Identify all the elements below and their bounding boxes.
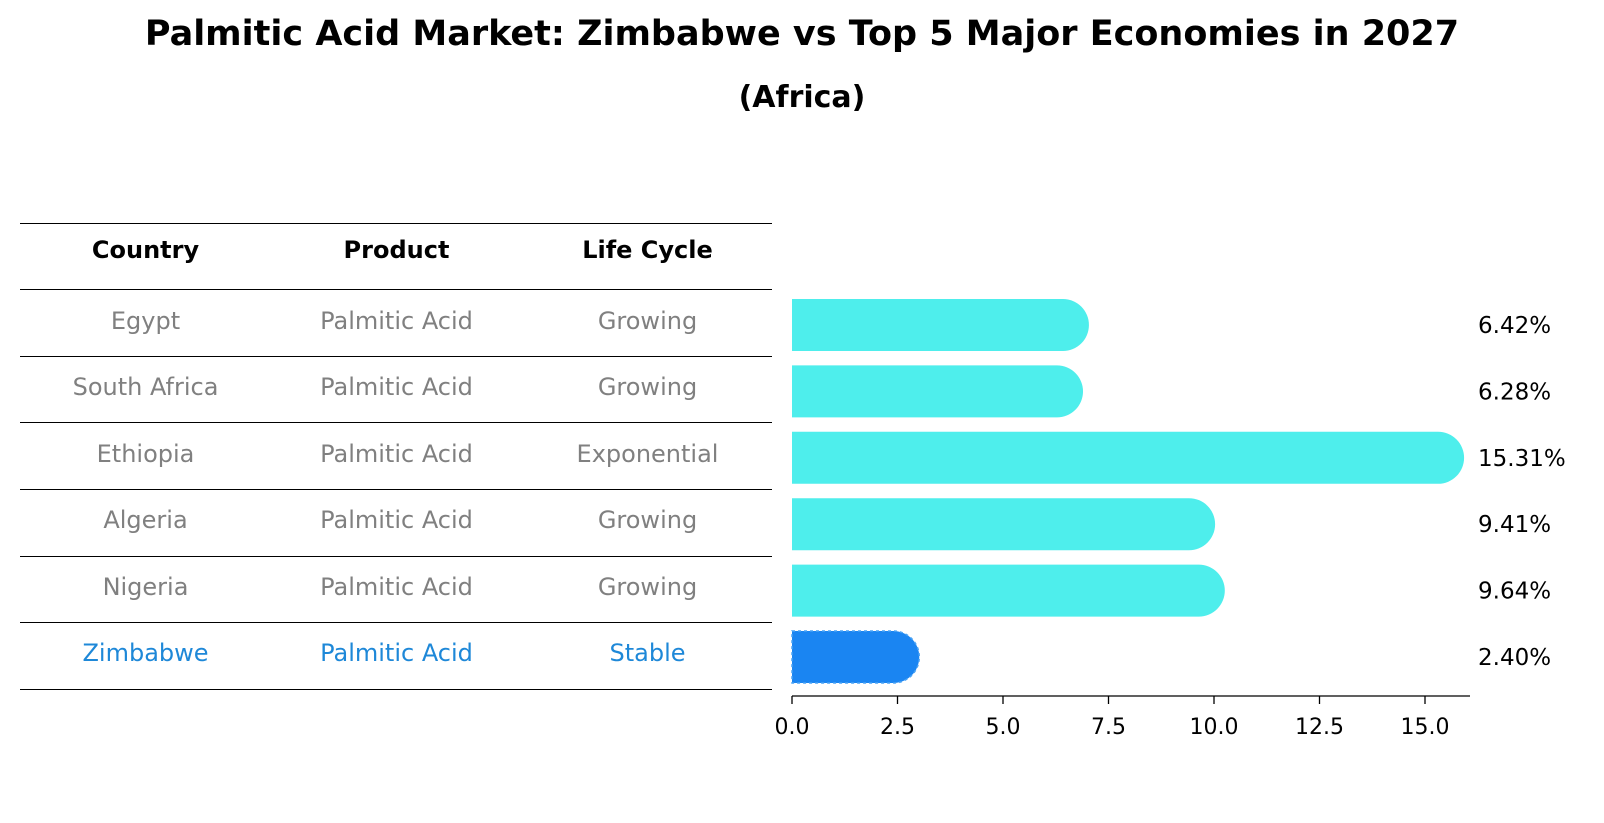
bar-ethiopia — [792, 431, 1465, 484]
row-country: Zimbabwe — [82, 639, 209, 667]
row-product: Palmitic Acid — [320, 373, 473, 401]
bar-south-africa — [792, 365, 1084, 418]
row-country: Egypt — [110, 307, 181, 335]
bar-algeria — [792, 498, 1216, 551]
value-label: 2.40% — [1478, 645, 1551, 671]
row-country: Algeria — [103, 506, 188, 534]
table-rule — [20, 622, 772, 623]
row-product: Palmitic Acid — [320, 639, 473, 667]
x-tick-label: 10.0 — [1190, 715, 1239, 740]
row-product: Palmitic Acid — [320, 506, 473, 534]
table-rule — [20, 289, 772, 290]
table-rule — [20, 223, 772, 224]
table-rule — [20, 556, 772, 557]
row-life-cycle: Stable — [609, 639, 686, 667]
row-country: Ethiopia — [96, 440, 195, 468]
header-country: Country — [91, 236, 200, 264]
row-product: Palmitic Acid — [320, 307, 473, 335]
bar-egypt — [792, 299, 1089, 351]
table-rule — [20, 689, 772, 690]
header-life-cycle: Life Cycle — [582, 236, 713, 264]
row-life-cycle: Growing — [597, 506, 698, 534]
chart-subtitle: (Africa) — [738, 80, 866, 115]
x-tick-label: 15.0 — [1401, 715, 1450, 740]
row-product: Palmitic Acid — [320, 440, 473, 468]
x-tick-label: 2.5 — [880, 715, 915, 740]
bar-nigeria — [792, 564, 1225, 617]
table-rule — [20, 422, 772, 423]
value-label: 6.28% — [1478, 379, 1551, 405]
x-tick-label: 0.0 — [775, 715, 810, 740]
value-label: 9.41% — [1478, 512, 1551, 538]
row-life-cycle: Exponential — [576, 440, 719, 468]
row-country: Nigeria — [102, 573, 189, 601]
table-rule — [20, 356, 772, 357]
row-life-cycle: Growing — [597, 573, 698, 601]
chart-title: Palmitic Acid Market: Zimbabwe vs Top 5 … — [144, 14, 1460, 54]
row-country: South Africa — [72, 373, 219, 401]
row-life-cycle: Growing — [597, 373, 698, 401]
value-label: 9.64% — [1478, 579, 1551, 605]
table-rule — [20, 489, 772, 490]
header-product: Product — [343, 236, 450, 264]
bar-zimbabwe — [791, 630, 921, 684]
row-life-cycle: Growing — [597, 307, 698, 335]
value-label: 15.31% — [1478, 446, 1566, 472]
x-tick-label: 7.5 — [1091, 715, 1126, 740]
x-tick-label: 12.5 — [1295, 715, 1344, 740]
row-product: Palmitic Acid — [320, 573, 473, 601]
x-tick-label: 5.0 — [986, 715, 1021, 740]
value-label: 6.42% — [1478, 313, 1551, 339]
